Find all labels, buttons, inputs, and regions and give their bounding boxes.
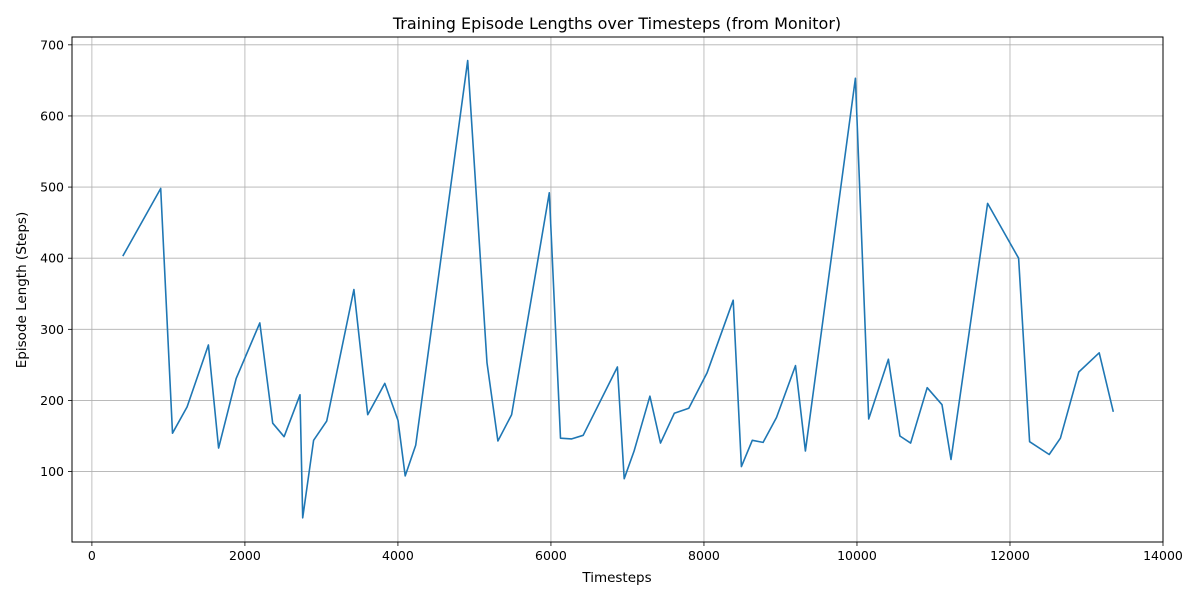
y-tick-label: 700 — [40, 37, 64, 52]
chart-title: Training Episode Lengths over Timesteps … — [392, 14, 841, 33]
x-tick-label: 6000 — [535, 548, 567, 563]
series-line — [122, 59, 1115, 519]
y-tick-label: 400 — [40, 251, 64, 266]
x-tick-label: 8000 — [688, 548, 720, 563]
y-tick-label: 200 — [40, 393, 64, 408]
plot-area-frame — [71, 36, 1164, 543]
y-axis-label: Episode Length (Steps) — [14, 212, 30, 368]
y-tick-label: 600 — [40, 108, 64, 123]
x-tick-label: 12000 — [990, 548, 1030, 563]
x-tick-label: 10000 — [837, 548, 877, 563]
x-tick-label: 14000 — [1143, 548, 1183, 563]
y-tick-label: 100 — [40, 464, 64, 479]
x-tick-label: 4000 — [382, 548, 414, 563]
data-series — [122, 59, 1115, 519]
x-axis-label: Timesteps — [581, 570, 651, 586]
x-tick-label: 0 — [88, 548, 96, 563]
x-tick-label: 2000 — [229, 548, 261, 563]
y-tick-label: 300 — [40, 322, 64, 337]
y-tick-label: 500 — [40, 180, 64, 195]
axis-ticks: 0 2000 4000 6000 8000 10000 12000 14000 100 200 30… — [40, 37, 1183, 563]
